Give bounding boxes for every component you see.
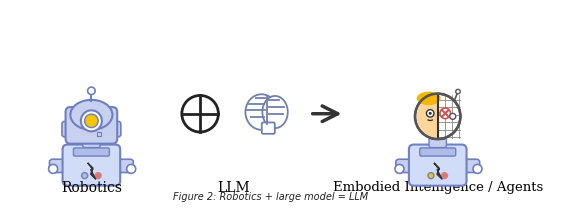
Bar <box>70 131 113 139</box>
Circle shape <box>88 87 95 95</box>
FancyBboxPatch shape <box>459 159 479 172</box>
Text: Robotics: Robotics <box>61 181 122 195</box>
Circle shape <box>428 173 434 179</box>
Circle shape <box>442 173 447 179</box>
FancyBboxPatch shape <box>429 137 446 147</box>
FancyBboxPatch shape <box>62 122 74 137</box>
Circle shape <box>395 164 404 173</box>
Circle shape <box>456 89 460 94</box>
FancyBboxPatch shape <box>66 107 117 144</box>
Ellipse shape <box>70 100 112 130</box>
Ellipse shape <box>416 92 441 105</box>
FancyBboxPatch shape <box>420 148 456 156</box>
Circle shape <box>415 94 460 139</box>
FancyBboxPatch shape <box>262 122 275 134</box>
Circle shape <box>81 110 102 131</box>
Circle shape <box>126 164 135 173</box>
Circle shape <box>182 95 219 132</box>
Circle shape <box>427 110 434 117</box>
FancyBboxPatch shape <box>109 122 121 137</box>
Bar <box>97 132 101 136</box>
Polygon shape <box>88 163 96 179</box>
FancyBboxPatch shape <box>62 145 120 186</box>
Ellipse shape <box>246 94 278 130</box>
Polygon shape <box>434 163 442 179</box>
Text: Figure 2: Robotics + large model = LLM: Figure 2: Robotics + large model = LLM <box>173 192 368 202</box>
FancyBboxPatch shape <box>409 145 466 186</box>
Circle shape <box>95 173 101 179</box>
Text: Embodied Intelligence / Agents: Embodied Intelligence / Agents <box>333 181 543 194</box>
FancyBboxPatch shape <box>112 159 133 172</box>
Circle shape <box>85 114 98 128</box>
FancyBboxPatch shape <box>49 159 70 172</box>
Circle shape <box>450 113 456 119</box>
Circle shape <box>81 173 88 179</box>
Text: LLM: LLM <box>217 181 250 195</box>
Circle shape <box>473 164 482 173</box>
Circle shape <box>440 108 451 119</box>
Wedge shape <box>416 95 438 137</box>
Circle shape <box>429 112 432 115</box>
FancyBboxPatch shape <box>74 148 110 156</box>
Ellipse shape <box>262 96 288 128</box>
FancyBboxPatch shape <box>83 137 100 147</box>
FancyBboxPatch shape <box>396 159 416 172</box>
Circle shape <box>49 164 58 173</box>
